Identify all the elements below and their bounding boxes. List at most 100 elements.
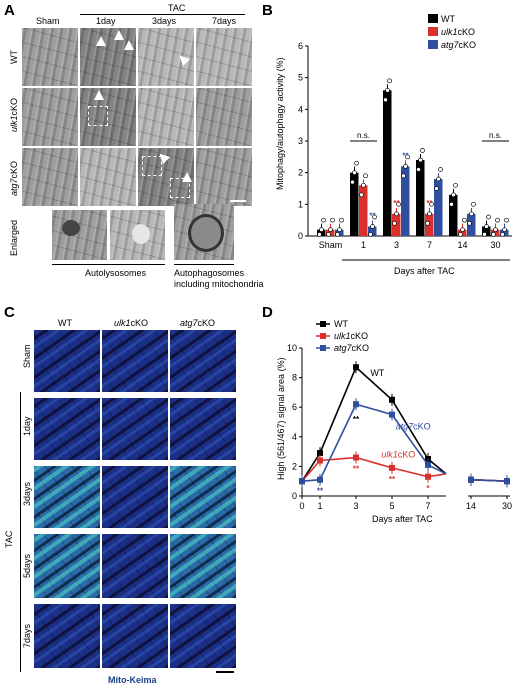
x-tick-label: 7 — [427, 240, 432, 250]
bar — [500, 229, 509, 236]
data-point — [383, 97, 388, 103]
y-tick-label: 10 — [287, 343, 297, 353]
data-point — [467, 220, 472, 226]
x-tick-label: Sham — [319, 240, 343, 250]
bar — [392, 213, 401, 236]
bar — [467, 213, 476, 236]
c-tac-bracket-line — [20, 392, 21, 672]
autophagosomes-label-1: Autophagosomes — [174, 268, 245, 278]
data-point — [337, 227, 342, 233]
legend-d-label-wt: WT — [334, 319, 348, 329]
data-point — [392, 220, 397, 226]
em-enlarged-3 — [174, 204, 234, 260]
data-point — [353, 364, 359, 371]
data-point — [451, 192, 456, 198]
data-point — [353, 454, 359, 461]
data-point — [504, 217, 509, 223]
x-tick-label: 5 — [389, 501, 394, 511]
y-tick-label: 4 — [292, 432, 297, 442]
data-point — [352, 170, 357, 176]
chart-b-xlabel: Days after TAC — [394, 266, 455, 276]
chart-b: Mitophagy/autophagy activity (%) 0 1 2 3 4 5 6… — [275, 14, 512, 276]
em-ulk1-3days — [138, 88, 194, 146]
series-line — [301, 403, 429, 482]
data-point — [335, 232, 340, 237]
data-point — [353, 401, 359, 408]
data-point — [449, 201, 454, 207]
data-point — [330, 217, 335, 223]
em-wt-3days — [138, 28, 194, 86]
autolysosomes-bracket-line — [52, 264, 165, 265]
data-point — [405, 154, 410, 160]
chart-b-bars — [317, 78, 509, 237]
keima-atg7-sham — [170, 330, 236, 392]
significance-label: ** — [369, 212, 376, 221]
y-tick-label: 4 — [298, 104, 303, 114]
em-wt-sham — [22, 28, 78, 86]
chart-b-legend: WT ulk1cKO atg7cKO — [428, 14, 476, 50]
em-enlarged-1 — [52, 210, 107, 260]
chart-b-ylabel: Mitophagy/autophagy activity (%) — [275, 57, 285, 190]
x-tick-label: 14 — [466, 501, 476, 511]
dashed-box — [88, 106, 108, 126]
mito-keima-label: Mito-Keima — [108, 675, 157, 685]
keima-atg7-7days — [170, 604, 236, 668]
bar — [491, 229, 500, 236]
x-tick-label: 1 — [317, 501, 322, 511]
series-label: atg7cKO — [396, 421, 431, 431]
row-label-ulk1: ulk1cKO — [9, 97, 19, 132]
significance-label: ** — [353, 465, 360, 474]
keima-atg7-3days — [170, 466, 236, 528]
dashed-box — [142, 156, 162, 176]
y-tick-label: 6 — [292, 402, 297, 412]
col-label-7days: 7days — [212, 16, 237, 26]
y-tick-label: 8 — [292, 373, 297, 383]
significance-label: ** — [389, 475, 396, 484]
x-tick-label: 30 — [490, 240, 500, 250]
data-point — [468, 476, 474, 483]
legend-label-wt: WT — [441, 14, 455, 24]
y-tick-label: 0 — [298, 231, 303, 241]
keima-ulk1-5days — [102, 534, 168, 598]
data-point — [350, 179, 355, 185]
data-point — [418, 157, 423, 163]
tac-label-a: TAC — [168, 3, 186, 13]
y-tick-label: 1 — [298, 199, 303, 209]
data-point — [484, 224, 489, 229]
legend-d-label-atg7: atg7cKO — [334, 343, 369, 353]
data-point — [425, 461, 431, 468]
y-tick-label: 5 — [298, 73, 303, 83]
significance-label: * — [426, 484, 430, 493]
y-tick-label: 2 — [298, 168, 303, 178]
legend-swatch-ulk1 — [428, 27, 438, 36]
c-row-label-7days: 7days — [22, 623, 32, 648]
legend-swatch-wt — [428, 14, 438, 23]
y-tick-label: 0 — [292, 491, 297, 501]
keima-wt-sham — [34, 330, 100, 392]
data-point — [328, 227, 333, 233]
legend-swatch-atg7 — [428, 40, 438, 49]
c-scale-bar — [216, 671, 234, 673]
data-point — [359, 192, 364, 198]
keima-ulk1-7days — [102, 604, 168, 668]
data-point — [317, 450, 323, 457]
ns-label: n.s. — [357, 131, 370, 140]
data-point — [493, 227, 498, 233]
data-point — [385, 87, 390, 93]
legend-label-atg7: atg7cKO — [441, 40, 476, 50]
data-point — [317, 232, 322, 237]
keima-ulk1-sham — [102, 330, 168, 392]
data-point — [403, 163, 408, 169]
bar — [350, 172, 359, 236]
em-wt-1day — [80, 28, 136, 86]
data-point — [401, 173, 406, 179]
data-point — [458, 232, 463, 237]
chart-b-axis: 0 1 2 3 4 5 6 Sham 1 3 7 14 30 — [298, 41, 512, 250]
y-tick-label: 3 — [298, 136, 303, 146]
y-tick-label: 6 — [298, 41, 303, 51]
data-point — [363, 173, 368, 179]
chart-d-axis: 0 2 4 6 8 10 0 1 3 5 7 14 30 — [287, 343, 512, 511]
data-point — [486, 214, 491, 220]
data-point — [368, 232, 373, 237]
